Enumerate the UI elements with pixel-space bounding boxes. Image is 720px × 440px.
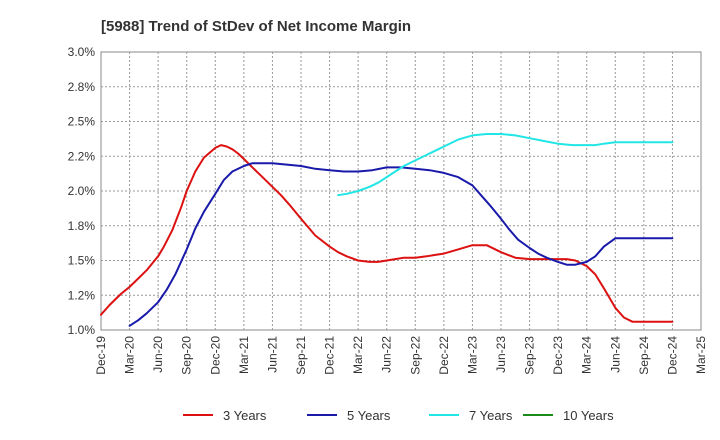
legend-label-10-years: 10 Years [563,408,614,423]
y-tick-label: 1.5% [68,254,96,268]
x-tick-label: Mar-24 [580,336,594,374]
y-tick-label: 1.8% [68,219,96,233]
legend-label-5-years: 5 Years [347,408,391,423]
x-tick-label: Sep-24 [637,336,651,375]
x-tick-label: Jun-23 [494,336,508,373]
y-tick-label: 1.0% [68,323,96,337]
legend-label-3-years: 3 Years [223,408,267,423]
x-tick-label: Jun-20 [151,336,165,373]
series-line-3-years [100,144,674,323]
x-tick-label: Dec-21 [323,336,337,375]
x-tick-label: Jun-24 [608,336,622,373]
y-tick-label: 2.2% [68,149,96,163]
x-tick-label: Mar-21 [237,336,251,374]
series-line-7-years [337,133,674,197]
x-tick-label: Dec-20 [208,336,222,375]
series-layer [100,133,674,327]
y-tick-label: 2.0% [68,184,96,198]
y-axis: 1.0% 1.2% 1.5% 1.8% 2.0% 2.2% 2.5% 2.8% 3.0% [68,45,96,337]
x-tick-label: Mar-25 [694,336,708,374]
y-tick-label: 3.0% [68,45,96,59]
y-tick-label: 2.8% [68,80,96,94]
y-tick-label: 1.2% [68,288,96,302]
x-tick-label: Jun-21 [265,336,279,373]
legend: 3 Years 5 Years 7 Years 10 Years [183,408,614,423]
x-tick-label: Dec-24 [665,336,679,375]
legend-label-7-years: 7 Years [469,408,513,423]
chart-title: [5988] Trend of StDev of Net Income Marg… [101,18,411,35]
grid [101,52,701,330]
y-tick-label: 2.5% [68,115,96,129]
x-tick-label: Dec-19 [94,336,108,375]
x-tick-label: Sep-20 [180,336,194,375]
x-tick-label: Sep-22 [408,336,422,375]
x-axis: Dec-19 Mar-20 Jun-20 Sep-20 Dec-20 Mar-21 Jun-… [94,336,708,375]
x-tick-label: Mar-20 [123,336,137,374]
series-line-5-years [128,162,674,327]
x-tick-label: Jun-22 [380,336,394,373]
x-tick-label: Mar-22 [351,336,365,374]
x-tick-label: Dec-22 [437,336,451,375]
x-tick-label: Mar-23 [465,336,479,374]
x-tick-label: Sep-23 [523,336,537,375]
x-tick-label: Dec-23 [551,336,565,375]
x-tick-label: Sep-21 [294,336,308,375]
